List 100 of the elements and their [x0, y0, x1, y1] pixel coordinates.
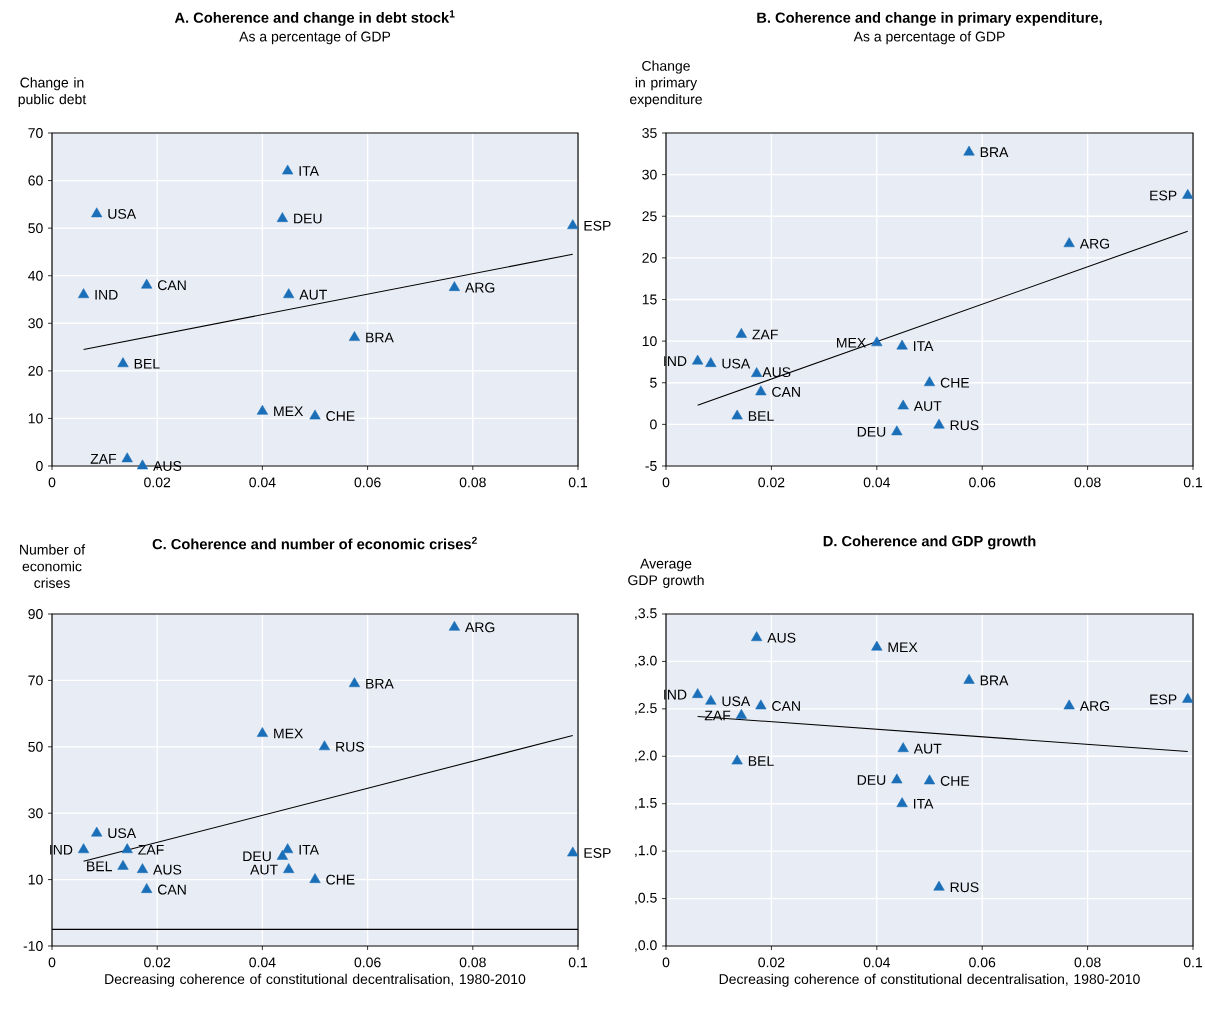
- point: [121, 843, 133, 854]
- point: [283, 863, 295, 873]
- x-tick-label: 0.04: [249, 957, 276, 968]
- y-tick-label: ,1.5: [635, 798, 657, 810]
- point: [256, 404, 268, 415]
- y-tick-label: 0: [36, 461, 43, 471]
- point: [448, 620, 460, 631]
- annotation: ITA: [914, 341, 934, 351]
- chart-title: A. Coherence and change in debt stock$^{1}$: [174, 10, 455, 26]
- point: [963, 145, 975, 156]
- point: [136, 863, 149, 873]
- point: [256, 727, 268, 737]
- y-tick-label: 10: [642, 336, 657, 347]
- x-tick-label: 0.08: [1074, 957, 1101, 968]
- point: [121, 452, 133, 463]
- annotation: BEL: [87, 861, 112, 872]
- point: [318, 740, 331, 751]
- point: [1063, 237, 1075, 248]
- point: [348, 677, 361, 688]
- annotation: RUS: [950, 882, 979, 893]
- point: [735, 328, 747, 338]
- annotation: AUS: [153, 461, 182, 471]
- y-tick-label: ,3.5: [635, 608, 657, 620]
- point: [871, 640, 883, 651]
- point: [897, 742, 909, 753]
- chart-subtitle: As a percentage of GDP: [239, 31, 391, 45]
- point: [567, 219, 579, 230]
- point: [751, 631, 763, 642]
- annotation: ARG: [1079, 701, 1110, 711]
- x-tick-label: 0.04: [249, 477, 276, 488]
- annotation: MEX: [888, 642, 918, 653]
- point: [692, 688, 704, 698]
- point: [77, 288, 90, 299]
- point: [1182, 692, 1194, 703]
- y-axis-title: Average GDP growth: [628, 558, 704, 588]
- annotation: BEL: [748, 411, 774, 421]
- annotation: ITA: [914, 798, 934, 809]
- point: [282, 164, 294, 175]
- y-tick-label: ,3.0: [635, 655, 657, 668]
- annotation: AUS: [767, 632, 796, 643]
- y-axis-title: Change in primary expenditure: [630, 60, 702, 107]
- x-tick-label: 0.04: [863, 477, 891, 488]
- point: [923, 774, 936, 785]
- point: [276, 212, 288, 222]
- annotation: IND: [95, 289, 118, 300]
- annotation: USA: [722, 358, 751, 369]
- y-tick-label: ,0.0: [635, 940, 657, 952]
- point: [117, 859, 129, 870]
- point: [567, 846, 579, 857]
- annotation: DEU: [857, 426, 886, 437]
- x-tick-label: 0.02: [758, 477, 785, 488]
- y-tick-label: 20: [642, 252, 657, 263]
- point: [141, 278, 153, 289]
- annotation: BRA: [980, 147, 1009, 157]
- point: [755, 385, 767, 396]
- point: [309, 409, 321, 420]
- annotation: ARG: [465, 622, 495, 633]
- y-tick-label: -5: [645, 461, 657, 471]
- x-tick-label: 0.06: [354, 477, 381, 488]
- point: [705, 694, 717, 705]
- annotation: DEU: [857, 775, 886, 785]
- point: [891, 425, 903, 436]
- annotation: CAN: [772, 701, 800, 711]
- annotation: AUT: [250, 864, 278, 875]
- x-tick-label: 0: [48, 957, 56, 968]
- chart-title: B. Coherence and change in primary expenditure,: [757, 12, 1102, 26]
- annotation: USA: [108, 208, 137, 219]
- x-tick-label: 0.02: [758, 957, 785, 968]
- annotation: AUT: [913, 743, 942, 754]
- y-tick-label: -10: [23, 941, 43, 951]
- annotation: CAN: [772, 386, 800, 397]
- annotation: AUT: [913, 401, 942, 411]
- y-tick-label: ,0.5: [635, 892, 657, 905]
- point: [891, 773, 903, 784]
- annotation: DEU: [294, 213, 322, 224]
- annotation: ESP: [584, 848, 611, 859]
- point: [933, 880, 945, 891]
- annotation: ZAF: [90, 454, 117, 464]
- point: [963, 673, 975, 684]
- x-tick-label: 0.08: [459, 477, 486, 488]
- chart-title: C. Coherence and number of economic crises$^{2}$: [152, 536, 477, 550]
- x-tick-label: 0.06: [354, 957, 381, 968]
- annotation: ESP: [584, 220, 611, 231]
- annotation: DEU: [243, 851, 271, 862]
- x-tick-label: 0.02: [144, 477, 171, 488]
- x-tick-label: 0.04: [863, 957, 891, 968]
- annotation: AUS: [762, 367, 791, 378]
- y-tick-label: 0: [650, 419, 657, 430]
- point: [77, 843, 90, 854]
- x-tick-label: 0.06: [969, 477, 996, 488]
- annotation: USA: [108, 828, 137, 839]
- point: [896, 339, 908, 350]
- point: [448, 281, 460, 291]
- x-tick-label: 0.1: [568, 957, 588, 968]
- annotation: ZAF: [752, 329, 778, 340]
- point: [933, 418, 945, 429]
- x-axis-title: Decreasing coherence of constitutional decentralisation, 1980-2010: [719, 973, 1140, 987]
- point: [897, 399, 909, 410]
- y-tick-label: 30: [28, 808, 43, 819]
- annotation: MEX: [274, 406, 304, 417]
